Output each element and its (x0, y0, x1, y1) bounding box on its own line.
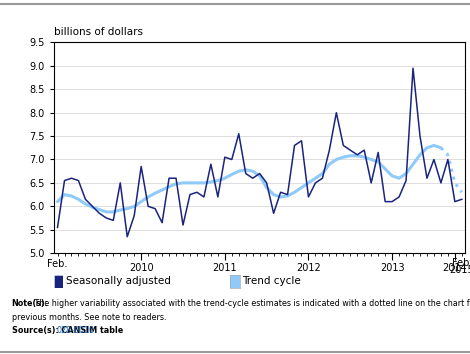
Text: 2010: 2010 (129, 263, 154, 273)
Text: previous months. See note to readers.: previous months. See note to readers. (12, 313, 166, 321)
Text: Feb.: Feb. (452, 258, 470, 268)
Text: 2012: 2012 (296, 263, 321, 273)
Text: 2011: 2011 (212, 263, 237, 273)
Text: Source(s): CANSIM table: Source(s): CANSIM table (12, 326, 126, 335)
Text: Seasonally adjusted: Seasonally adjusted (66, 276, 171, 286)
Text: Trend cycle: Trend cycle (242, 276, 301, 286)
Text: billions of dollars: billions of dollars (54, 27, 143, 37)
Text: Feb.: Feb. (47, 259, 68, 269)
Text: 2013: 2013 (380, 263, 404, 273)
Text: 2014: 2014 (443, 263, 467, 273)
Text: Note(s):: Note(s): (12, 299, 48, 308)
Text: 2015: 2015 (449, 265, 470, 275)
Text: The higher variability associated with the trend-cycle estimates is indicated wi: The higher variability associated with t… (32, 299, 470, 308)
Text: 028-0010.: 028-0010. (56, 326, 97, 335)
